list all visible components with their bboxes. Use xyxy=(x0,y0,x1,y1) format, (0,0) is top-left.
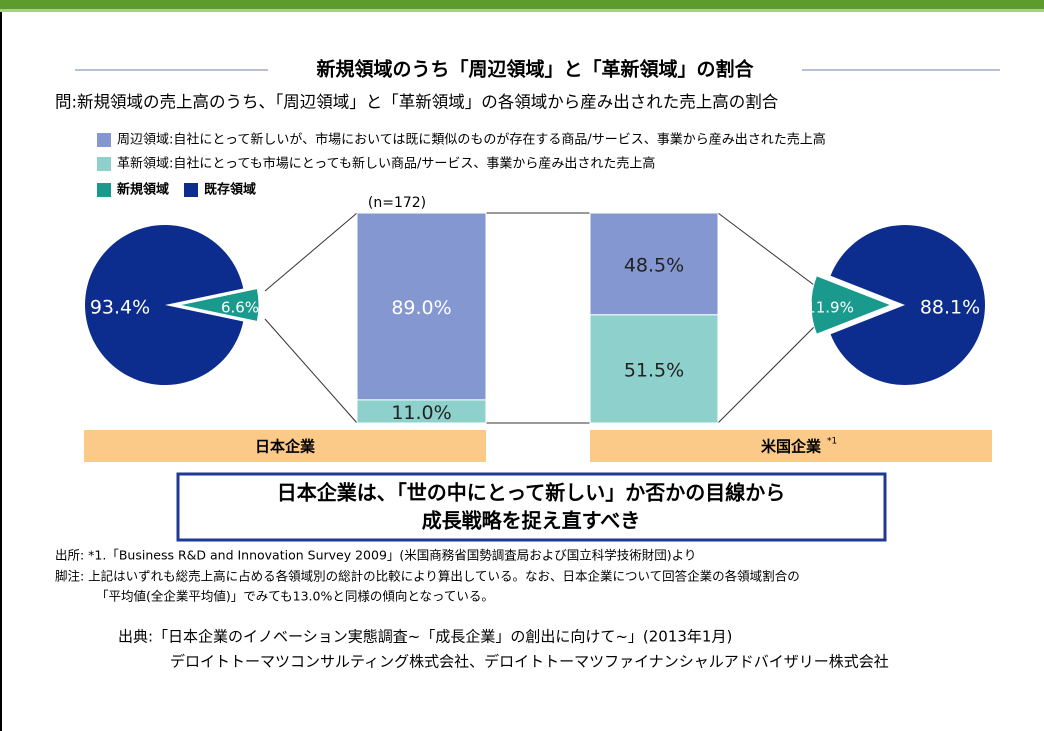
question: 問:新規領域の売上高のうち、「周辺領域」と「革新領域」の各領域から産み出された売… xyxy=(55,93,778,112)
legend-label: 既存領域 xyxy=(204,182,256,198)
connector xyxy=(264,318,358,424)
connector xyxy=(264,212,358,292)
category-band xyxy=(84,430,486,462)
value-label: 88.1% xyxy=(920,297,980,319)
legend-label: 革新領域:自社にとっても市場にとっても新しい商品/サービス、事業から産み出された… xyxy=(117,156,655,172)
value-label: 6.6% xyxy=(221,299,259,317)
source: 出典:「日本企業のイノベーション実態調査~「成長企業」の創出に向けて~」(201… xyxy=(118,628,732,646)
title: 新規領域のうち「周辺領域」と「革新領域」の割合 xyxy=(316,58,754,81)
source: デロイトトーマツコンサルティング株式会社、デロイトトーマツファイナンシャルアドバ… xyxy=(170,653,889,671)
category-label: 日本企業 xyxy=(255,438,316,456)
value-label: 89.0% xyxy=(391,297,451,319)
category-label: 米国企業 xyxy=(761,438,822,456)
pie-slice xyxy=(85,224,244,385)
pie-slice xyxy=(810,275,893,335)
legend-swatch xyxy=(184,183,198,197)
value-label: 11.9% xyxy=(806,299,854,317)
value-label: 11.0% xyxy=(391,402,451,424)
footnote: 「平均値(全企業平均値)」でみても13.0%と同様の傾向となっている。 xyxy=(96,589,494,604)
pie-slice xyxy=(830,225,985,386)
value-label: 51.5% xyxy=(624,359,684,381)
conclusion: 成長戦略を捉え直すべき xyxy=(422,509,641,533)
conclusion: 日本企業は、「世の中にとって新しい」か否かの目線から xyxy=(277,481,785,505)
category-note: *1 xyxy=(827,437,837,447)
legend-label: 新規領域 xyxy=(117,182,169,198)
legend-swatch xyxy=(97,157,111,171)
top-bar-light xyxy=(0,9,1044,12)
connector xyxy=(717,318,823,424)
value-label: 48.5% xyxy=(624,254,684,276)
bar-segment xyxy=(356,212,487,401)
connector xyxy=(717,212,823,292)
value-label: 93.4% xyxy=(90,297,150,319)
footnote: 脚注: 上記はいずれも総売上高に占める各領域別の総計の比較により算出している。な… xyxy=(55,569,800,584)
sample-note: (n=172) xyxy=(368,195,426,211)
bar-segment xyxy=(589,212,719,316)
legend-label: 周辺領域:自社にとって新しいが、市場においては既に類似のものが存在する商品/サー… xyxy=(117,132,826,148)
bar-segment xyxy=(356,399,487,424)
category-band xyxy=(590,430,992,462)
conclusion-box xyxy=(176,472,887,542)
footnote: 出所: *1.「Business R&D and Innovation Surv… xyxy=(55,548,696,563)
legend-swatch xyxy=(97,183,111,197)
bar-segment xyxy=(589,314,719,424)
legend-swatch xyxy=(97,133,111,147)
top-bar xyxy=(0,0,1044,9)
pie-slice xyxy=(178,287,260,323)
